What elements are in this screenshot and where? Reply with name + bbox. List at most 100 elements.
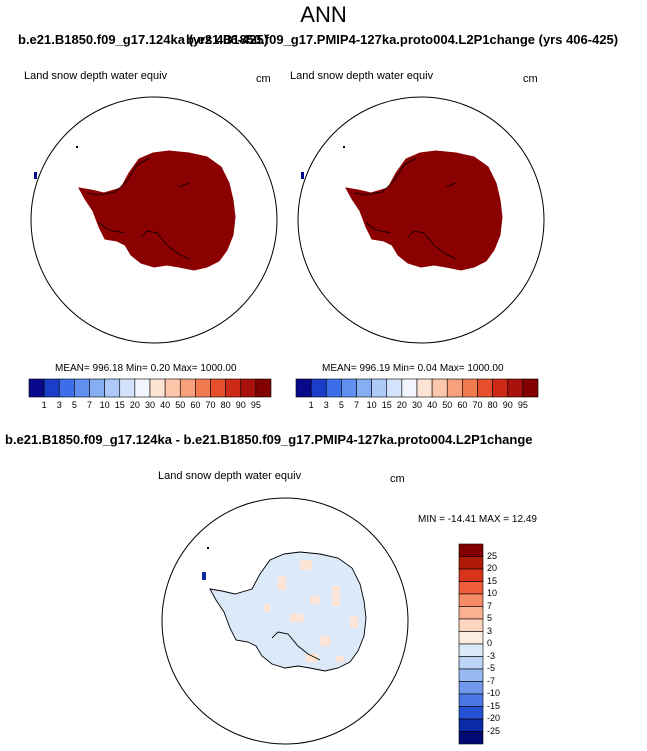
colorbar-panel-1-tick: 70 (205, 400, 216, 410)
colorbar-panel-1-ticks: 1 3 5 7 10 15 20 30 40 50 60 70 80 90 95 (29, 400, 271, 412)
difference-title: b.e21.B1850.f09_g17.124ka - b.e21.B1850.… (5, 432, 533, 447)
colorbar-difference-tick: 7 (487, 600, 493, 611)
colorbar-difference-tick: 20 (487, 563, 498, 573)
map-panel-difference (161, 497, 409, 745)
colorbar-difference-swatch (458, 681, 484, 695)
colorbar-panel-2-tick: 1 (308, 400, 314, 410)
colorbar-panel-1-swatch (225, 378, 242, 398)
panel2-units-label: cm (523, 73, 538, 85)
case-name-right: b.e21.B1850.f09_g17.PMIP4-127ka.proto004… (186, 32, 619, 47)
colorbar-panel-1-swatch (195, 378, 211, 398)
colorbar-panel-2-swatch (325, 378, 342, 398)
colorbar-panel-2-tick: 95 (517, 400, 528, 410)
colorbar-difference-swatch (458, 643, 484, 657)
colorbar-difference-swatch (458, 568, 484, 582)
colorbar-panel-1-tick: 3 (56, 400, 62, 410)
colorbar-difference-tick: -20 (487, 713, 501, 723)
colorbar-panel-1-swatch (58, 378, 75, 398)
colorbar-panel-1-tick: 60 (190, 400, 201, 410)
colorbar-panel-1-swatch (28, 378, 45, 398)
colorbar-difference-swatch (458, 631, 484, 645)
colorbar-panel-2-tick: 90 (502, 400, 513, 410)
colorbar-difference-tick: 10 (487, 588, 498, 598)
colorbar-difference-swatch (458, 668, 484, 682)
colorbar-panel-2-tick: 3 (323, 400, 329, 410)
diff-stats: MIN = -14.41 MAX = 12.49 (418, 514, 537, 525)
colorbar-difference-swatch (458, 556, 484, 570)
colorbar-difference-tick: -10 (487, 688, 501, 698)
colorbar-panel-2-swatch (401, 378, 418, 398)
colorbar-panel-1-tick: 7 (86, 400, 92, 410)
colorbar-panel-2-swatch (492, 378, 509, 398)
colorbar-panel-2-swatch (477, 378, 493, 398)
colorbar-panel-1-tick: 40 (160, 400, 171, 410)
colorbar-difference-tick: 0 (487, 638, 493, 648)
colorbar-difference-tick: 3 (487, 625, 493, 636)
colorbar-difference-tick: 15 (487, 575, 498, 586)
colorbar-panel-2 (295, 378, 539, 398)
colorbar-difference-swatch (458, 593, 484, 607)
panel2-variable-label: Land snow depth water equiv (290, 70, 434, 82)
colorbar-panel-2-tick: 5 (338, 400, 344, 410)
colorbar-panel-2-tick: 50 (442, 400, 453, 410)
colorbar-panel-1-tick: 5 (71, 400, 77, 410)
colorbar-difference-swatch (458, 731, 484, 745)
colorbar-difference-swatch (458, 543, 484, 557)
colorbar-difference-tick: -5 (487, 663, 496, 673)
colorbar-difference-tick: -3 (487, 650, 496, 661)
colorbar-panel-1 (28, 378, 272, 398)
colorbar-panel-2-swatch (522, 378, 539, 398)
colorbar-difference-swatch (458, 606, 484, 620)
colorbar-panel-2-tick: 10 (366, 400, 377, 410)
colorbar-panel-2-swatch (416, 378, 433, 398)
map-panel-2 (297, 96, 545, 344)
panel1-variable-label: Land snow depth water equiv (24, 70, 168, 82)
colorbar-panel-2-swatch (386, 378, 403, 398)
diff-units-label: cm (390, 473, 405, 485)
case-name-left: b.e21.B1850.f09_g17.124ka (yrs 406-425) (18, 32, 269, 47)
colorbar-panel-1-swatch (210, 378, 226, 398)
colorbar-difference-tick: -7 (487, 675, 496, 686)
colorbar-panel-2-swatch (310, 378, 327, 398)
colorbar-panel-2-swatch (371, 378, 388, 398)
colorbar-panel-2-tick: 80 (487, 400, 498, 410)
colorbar-panel-2-swatch (341, 378, 357, 398)
panel1-units-label: cm (256, 73, 271, 85)
colorbar-panel-2-swatch (356, 378, 372, 398)
diff-variable-label: Land snow depth water equiv (158, 470, 302, 482)
colorbar-panel-2-tick: 15 (381, 400, 392, 410)
colorbar-panel-1-tick: 80 (220, 400, 231, 410)
colorbar-panel-1-swatch (104, 378, 121, 398)
colorbar-panel-1-swatch (74, 378, 90, 398)
colorbar-difference (458, 543, 484, 745)
colorbar-panel-2-tick: 40 (427, 400, 438, 410)
colorbar-panel-1-tick: 50 (175, 400, 186, 410)
colorbar-panel-2-ticks: 1 3 5 7 10 15 20 30 40 50 60 70 80 90 95 (296, 400, 538, 412)
colorbar-difference-swatch (458, 718, 484, 732)
colorbar-difference-ticks: 25 20 15 10 7 5 3 0 -3 -5 -7 -10 -15 -20 -25 (487, 544, 527, 744)
colorbar-panel-2-tick: 70 (472, 400, 483, 410)
colorbar-panel-1-tick: 20 (129, 400, 140, 410)
colorbar-panel-1-swatch (164, 378, 181, 398)
colorbar-difference-swatch (458, 706, 484, 720)
map-panel-1 (30, 96, 278, 344)
colorbar-panel-1-tick: 95 (250, 400, 261, 410)
page-title: ANN (300, 2, 347, 27)
colorbar-difference-swatch (458, 618, 484, 632)
colorbar-difference-swatch (458, 656, 484, 670)
antarctica-land-1 (78, 150, 236, 271)
colorbar-panel-1-tick: 90 (235, 400, 246, 410)
colorbar-difference-tick: 25 (487, 550, 498, 561)
colorbar-panel-1-swatch (255, 378, 272, 398)
colorbar-difference-tick: 5 (487, 613, 493, 623)
colorbar-panel-1-tick: 30 (144, 400, 155, 410)
colorbar-panel-2-swatch (446, 378, 463, 398)
colorbar-panel-1-tick: 10 (99, 400, 110, 410)
colorbar-difference-tick: -15 (487, 700, 501, 711)
colorbar-difference-swatch (458, 693, 484, 707)
colorbar-panel-2-swatch (295, 378, 312, 398)
colorbar-panel-2-swatch (431, 378, 448, 398)
panel2-stats: MEAN= 996.19 Min= 0.04 Max= 1000.00 (322, 363, 504, 374)
colorbar-difference-swatch (458, 581, 484, 595)
colorbar-panel-1-swatch (149, 378, 166, 398)
